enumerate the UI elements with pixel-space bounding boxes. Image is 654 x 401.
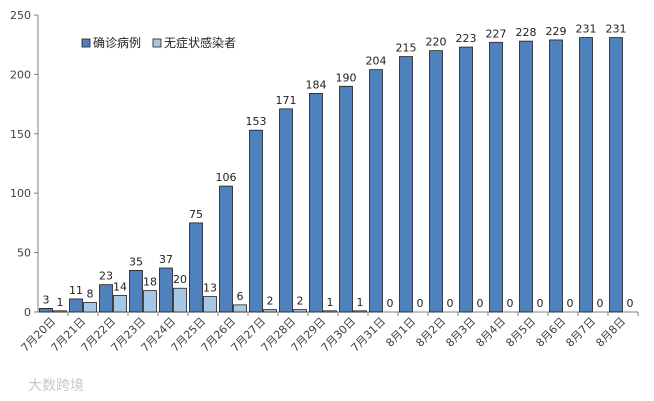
data-label-asymptomatic: 8 bbox=[87, 287, 94, 300]
x-tick-label: 8月8日 bbox=[593, 315, 628, 350]
bar-asymptomatic bbox=[293, 309, 307, 313]
data-label-asymptomatic: 6 bbox=[237, 290, 244, 303]
y-tick-label: 200 bbox=[10, 68, 31, 81]
data-label-asymptomatic: 0 bbox=[597, 297, 604, 310]
axes bbox=[37, 15, 638, 313]
data-label-confirmed: 190 bbox=[336, 71, 357, 84]
data-label-asymptomatic: 18 bbox=[143, 276, 157, 289]
data-label-confirmed: 75 bbox=[189, 208, 203, 221]
bar-confirmed bbox=[309, 93, 323, 313]
data-label-confirmed: 231 bbox=[606, 23, 627, 36]
bar-asymptomatic bbox=[143, 290, 157, 313]
data-label-asymptomatic: 2 bbox=[267, 295, 274, 308]
data-label-asymptomatic: 0 bbox=[447, 297, 454, 310]
data-label-confirmed: 37 bbox=[159, 253, 173, 266]
data-label-confirmed: 153 bbox=[246, 115, 267, 128]
legend: 确诊病例 无症状感染者 bbox=[81, 35, 236, 50]
bars bbox=[39, 37, 623, 313]
data-label-asymptomatic: 20 bbox=[173, 273, 187, 286]
y-tick-label: 250 bbox=[10, 9, 31, 22]
bar-asymptomatic bbox=[173, 287, 187, 313]
data-label-confirmed: 228 bbox=[516, 26, 537, 39]
data-label-confirmed: 215 bbox=[396, 42, 417, 55]
data-label-asymptomatic: 0 bbox=[627, 297, 634, 310]
bar-asymptomatic bbox=[263, 309, 277, 313]
bar-asymptomatic bbox=[83, 302, 97, 313]
legend-swatch-asymptomatic bbox=[152, 38, 162, 48]
legend-label-confirmed: 确诊病例 bbox=[93, 35, 141, 50]
bar-confirmed bbox=[129, 270, 143, 313]
bar-confirmed bbox=[489, 41, 503, 313]
bar-confirmed bbox=[249, 129, 263, 313]
bar-confirmed bbox=[279, 108, 293, 313]
data-label-confirmed: 204 bbox=[366, 55, 387, 68]
legend-label-asymptomatic: 无症状感染者 bbox=[164, 35, 236, 50]
data-label-confirmed: 229 bbox=[546, 25, 567, 38]
data-label-confirmed: 35 bbox=[129, 255, 143, 268]
data-label-confirmed: 11 bbox=[69, 284, 83, 297]
bar-confirmed bbox=[39, 308, 53, 313]
x-tick-label: 8月5日 bbox=[503, 315, 538, 350]
data-label-confirmed: 23 bbox=[99, 270, 113, 283]
bar-confirmed bbox=[69, 298, 83, 313]
data-label-asymptomatic: 2 bbox=[297, 295, 304, 308]
bar-confirmed bbox=[459, 46, 473, 313]
bar-asymptomatic bbox=[353, 310, 367, 313]
data-label-asymptomatic: 0 bbox=[387, 297, 394, 310]
data-label-asymptomatic: 1 bbox=[57, 296, 64, 309]
bar-asymptomatic bbox=[203, 296, 217, 313]
bar-confirmed bbox=[399, 56, 413, 313]
data-label-asymptomatic: 0 bbox=[507, 297, 514, 310]
y-tick-label: 0 bbox=[24, 306, 31, 319]
x-axis-ticks: 7月20日7月21日7月22日7月23日7月24日7月25日7月26日7月27日… bbox=[19, 312, 639, 355]
bar-confirmed bbox=[579, 37, 593, 313]
y-axis-ticks: 0 50 100 150 200 250 bbox=[10, 9, 38, 319]
legend-swatch-confirmed bbox=[81, 38, 91, 48]
data-label-confirmed: 223 bbox=[456, 32, 477, 45]
data-label-confirmed: 184 bbox=[306, 78, 327, 91]
watermark: 大数跨境 bbox=[28, 378, 84, 394]
y-tick-label: 100 bbox=[10, 187, 31, 200]
y-tick-label: 150 bbox=[10, 128, 31, 141]
bar-confirmed bbox=[519, 40, 533, 313]
data-label-confirmed: 106 bbox=[216, 171, 237, 184]
data-label-asymptomatic: 14 bbox=[113, 280, 127, 293]
data-label-asymptomatic: 1 bbox=[357, 296, 364, 309]
x-tick-label: 8月3日 bbox=[443, 315, 478, 350]
data-label-asymptomatic: 13 bbox=[203, 282, 217, 295]
data-label-asymptomatic: 0 bbox=[537, 297, 544, 310]
bar-confirmed bbox=[189, 222, 203, 313]
bar-confirmed bbox=[609, 37, 623, 313]
bar-confirmed bbox=[339, 85, 353, 313]
x-tick-label: 8月2日 bbox=[413, 315, 448, 350]
bar-confirmed bbox=[99, 284, 113, 313]
bar-confirmed bbox=[219, 185, 233, 313]
bar-confirmed bbox=[429, 50, 443, 313]
bar-confirmed bbox=[549, 39, 563, 313]
bar-asymptomatic bbox=[233, 304, 247, 313]
data-label-asymptomatic: 0 bbox=[567, 297, 574, 310]
bar-asymptomatic bbox=[53, 310, 67, 313]
x-tick-label: 8月1日 bbox=[383, 315, 418, 350]
data-label-asymptomatic: 0 bbox=[417, 297, 424, 310]
bar-asymptomatic bbox=[113, 294, 127, 313]
x-tick-label: 8月4日 bbox=[473, 315, 508, 350]
data-label-asymptomatic: 0 bbox=[477, 297, 484, 310]
data-label-confirmed: 227 bbox=[486, 27, 507, 40]
bar-confirmed bbox=[369, 69, 383, 313]
data-label-confirmed: 220 bbox=[426, 36, 447, 49]
data-label-confirmed: 231 bbox=[576, 23, 597, 36]
data-labels: 3 111 823143518372075131066153217121841190… bbox=[43, 23, 634, 310]
data-label-confirmed: 171 bbox=[276, 94, 297, 107]
x-tick-label: 8月6日 bbox=[533, 315, 568, 350]
bar-asymptomatic bbox=[323, 310, 337, 313]
y-tick-label: 50 bbox=[17, 247, 31, 260]
data-label-asymptomatic: 1 bbox=[327, 296, 334, 309]
bar-confirmed bbox=[159, 267, 173, 313]
data-label-confirmed: 3 bbox=[43, 293, 50, 306]
x-tick-label: 8月7日 bbox=[563, 315, 598, 350]
